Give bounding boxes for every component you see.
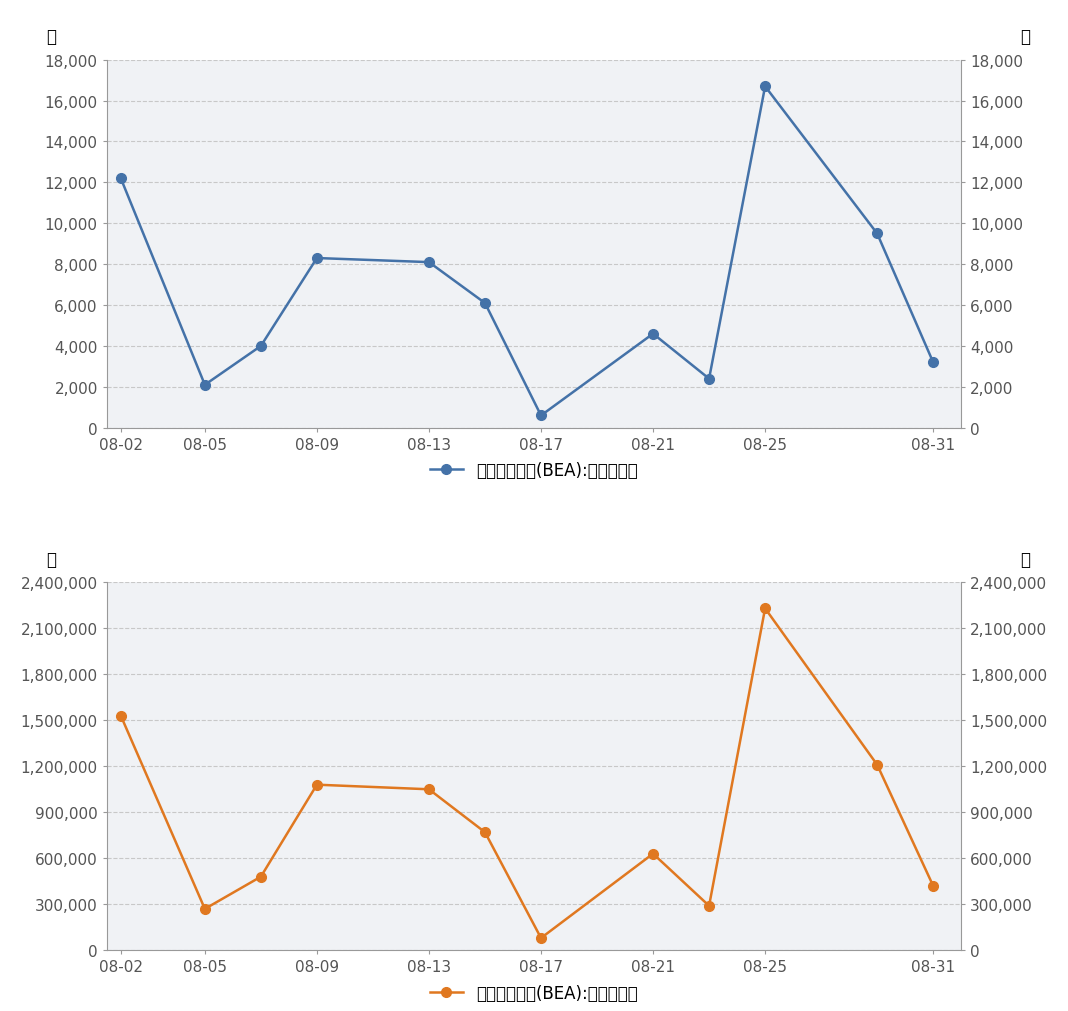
Legend: 北京碳排放权(BEA):当日成交额: 北京碳排放权(BEA):当日成交额 — [423, 977, 645, 1008]
Text: 吨: 吨 — [46, 28, 57, 45]
Text: 元: 元 — [46, 550, 57, 568]
Legend: 北京碳排放权(BEA):当日成交量: 北京碳排放权(BEA):当日成交量 — [423, 455, 645, 486]
Text: 吨: 吨 — [1020, 28, 1031, 45]
Text: 元: 元 — [1020, 550, 1031, 568]
